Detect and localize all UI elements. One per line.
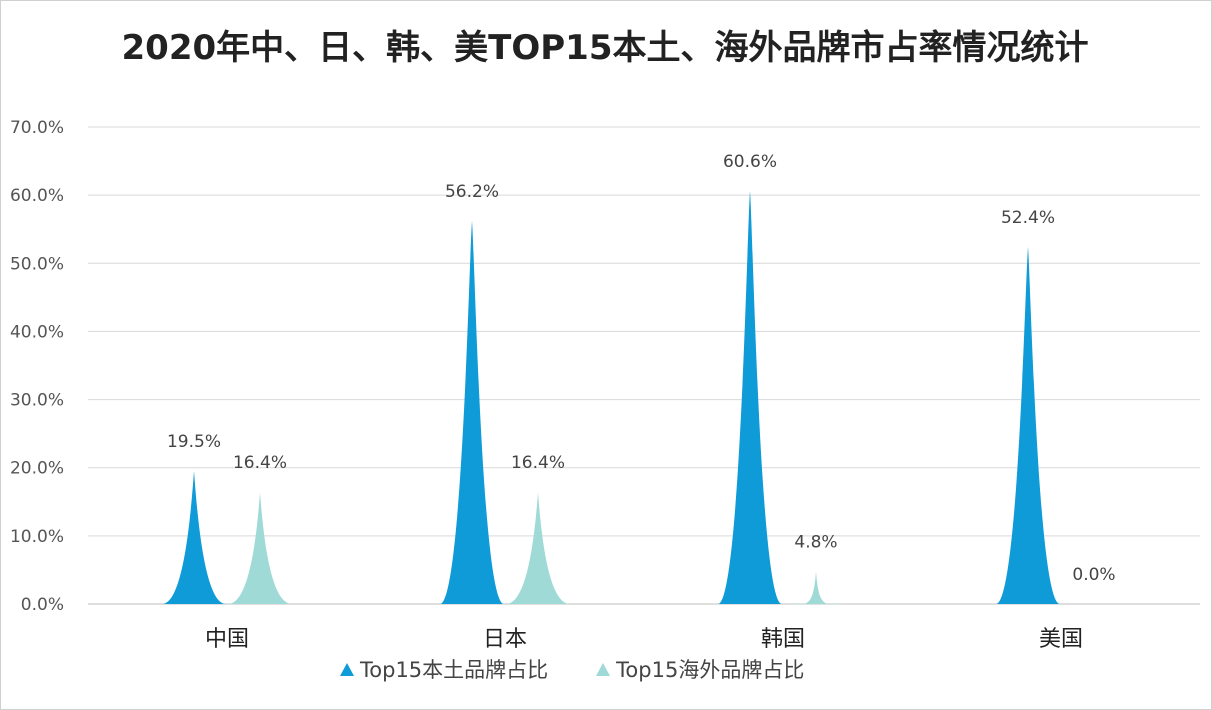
spike-mark (784, 571, 848, 605)
data-label: 0.0% (1072, 565, 1115, 585)
spike-mark (718, 191, 782, 604)
spike-mark (162, 471, 226, 604)
data-label: 52.4% (1001, 208, 1055, 228)
x-tick-label: 美国 (1039, 627, 1083, 652)
spike-mark (228, 492, 292, 604)
legend: Top15本土品牌占比 Top15海外品牌占比 (340, 654, 804, 684)
legend-marker-foreign (596, 662, 611, 676)
chart-title: 2020年中、日、韩、美TOP15本土、海外品牌市占率情况统计 (121, 28, 1089, 68)
legend-marker-domestic (340, 662, 354, 676)
y-tick-label: 40.0% (10, 322, 64, 342)
legend-item-foreign: Top15海外品牌占比 (596, 654, 804, 684)
y-tick-label: 70.0% (10, 118, 64, 138)
data-label: 56.2% (445, 182, 499, 202)
x-tick-label: 中国 (205, 627, 249, 652)
y-tick-label: 30.0% (10, 391, 64, 411)
data-label: 4.8% (794, 532, 837, 552)
data-label: 60.6% (723, 152, 777, 172)
spike-mark (506, 492, 570, 604)
x-tick-label: 日本 (483, 627, 527, 652)
data-label: 16.4% (233, 453, 287, 473)
x-tick-label: 韩国 (761, 627, 805, 652)
spike-mark (440, 221, 504, 604)
spike-mark (996, 246, 1060, 604)
data-label: 19.5% (167, 432, 221, 452)
legend-item-domestic: Top15本土品牌占比 (340, 654, 548, 684)
y-tick-label: 0.0% (21, 595, 64, 615)
legend-label-domestic: Top15本土品牌占比 (360, 658, 549, 682)
y-tick-label: 10.0% (10, 527, 64, 547)
y-tick-label: 50.0% (10, 254, 64, 274)
data-label: 16.4% (511, 453, 565, 473)
y-tick-label: 60.0% (10, 186, 64, 206)
legend-label-foreign: Top15海外品牌占比 (616, 658, 805, 682)
y-tick-label: 20.0% (10, 459, 64, 479)
